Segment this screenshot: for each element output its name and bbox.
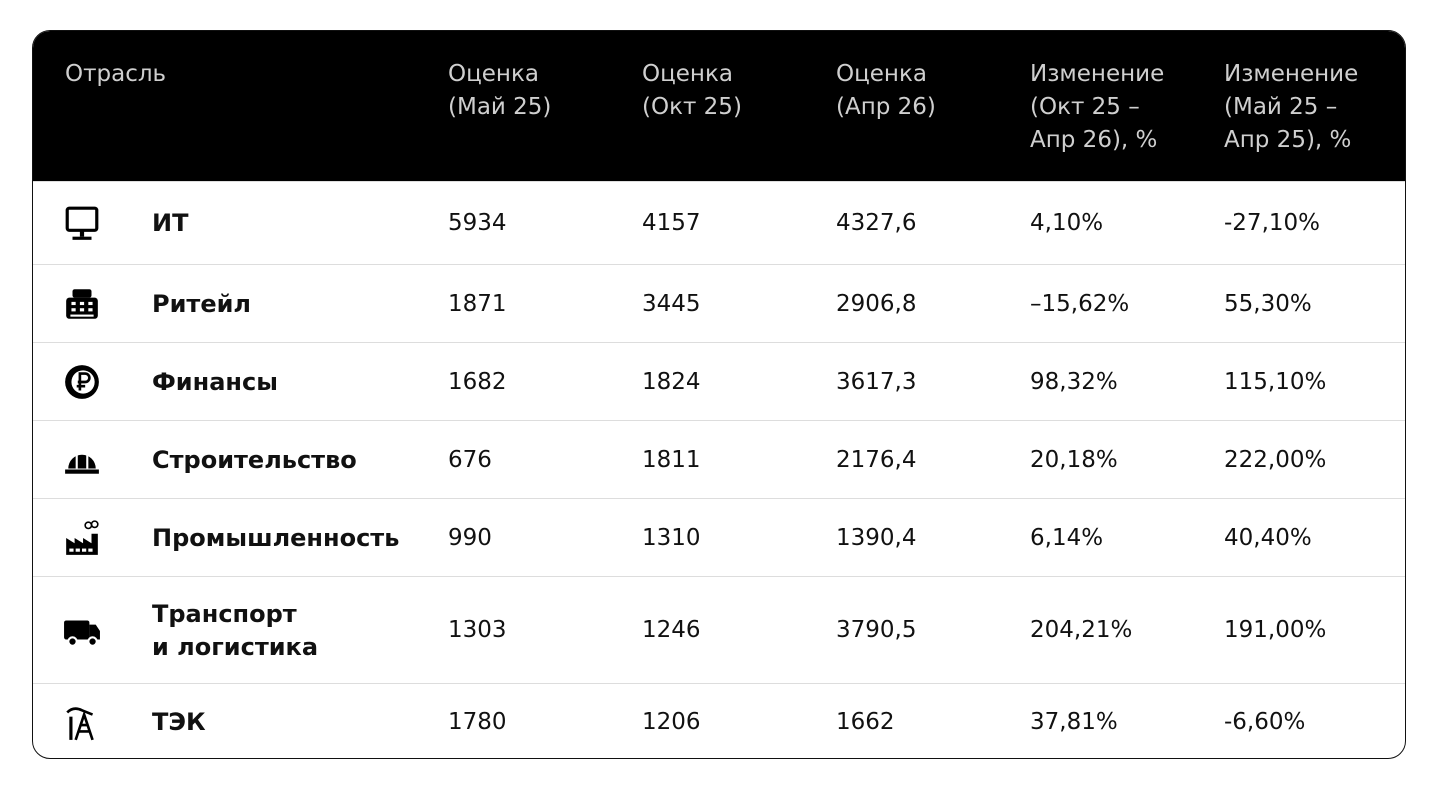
table-cell: 1824 (642, 368, 701, 395)
industry-icon (64, 619, 100, 647)
industry-name: Промышленность (152, 523, 400, 552)
header-cell: Отрасль (65, 61, 167, 87)
table-cell: 55,30% (1224, 290, 1312, 317)
table-cell: 1310 (642, 524, 701, 551)
table-cell: 1206 (642, 709, 701, 735)
table-row: Промышленность 990 1310 1390,4 6,14% 40,40% (33, 498, 1405, 577)
header-cell: Оценка (Окт 25) (642, 61, 742, 120)
industry-name: Строительство (152, 445, 357, 474)
table-cell: 204,21% (1030, 617, 1133, 643)
table-cell: 4157 (642, 210, 701, 236)
table-cell: 3617,3 (836, 368, 917, 395)
table-cell: 115,10% (1224, 368, 1327, 395)
table-cell: 222,00% (1224, 446, 1327, 473)
table-cell: 3790,5 (836, 617, 917, 643)
table-cell: 990 (448, 524, 492, 551)
table-cell: 40,40% (1224, 524, 1312, 551)
table-cell: 1780 (448, 709, 507, 735)
table-cell: 37,81% (1030, 709, 1118, 735)
table-row: ТЭК 1780 1206 1662 37,81% -6,60% (33, 683, 1405, 758)
table-cell: 98,32% (1030, 368, 1118, 395)
table-header: Отрасль Оценка (Май 25) Оценка (Окт 25) Оце… (33, 31, 1405, 181)
header-cell: Изменение (Окт 25 – Апр 26), % (1030, 61, 1165, 153)
industry-name: Транспорт и логистика (152, 599, 319, 661)
table-cell: 1390,4 (836, 524, 917, 551)
industry-name: ТЭК (152, 708, 206, 736)
industry-icon (65, 365, 99, 399)
industry-icon (66, 706, 94, 740)
industry-name: Финансы (152, 367, 278, 396)
table-cell: 1682 (448, 368, 507, 395)
header-cell: Оценка (Апр 26) (836, 61, 936, 120)
industry-icon (66, 520, 99, 555)
table-cell: 6,14% (1030, 524, 1104, 551)
table-row: Финансы 1682 1824 3617,3 98,32% 115,10% (33, 342, 1405, 421)
table-cell: 4,10% (1030, 210, 1104, 236)
table-cell: -27,10% (1224, 210, 1320, 236)
table-cell: 4327,6 (836, 210, 917, 236)
table-cell: 20,18% (1030, 446, 1118, 473)
table-row: ИТ 5934 4157 4327,6 4,10% -27,10% (33, 181, 1405, 265)
table-cell: 3445 (642, 290, 701, 317)
table-card: Отрасль Оценка (Май 25) Оценка (Окт 25) Оце… (32, 30, 1406, 759)
table-row: Транспорт и логистика 1303 1246 3790,5 204,2… (33, 576, 1405, 684)
industry-icon (65, 206, 99, 240)
table-cell: 1811 (642, 446, 701, 473)
header-cell: Изменение (Май 25 – Апр 25), % (1224, 61, 1359, 153)
industry-name: Ритейл (152, 289, 251, 318)
industry-icon (65, 451, 99, 474)
industry-name: ИТ (152, 209, 189, 237)
header-cell: Оценка (Май 25) (448, 61, 552, 120)
table-cell: –15,62% (1030, 290, 1130, 317)
table-cell: 1246 (642, 617, 701, 643)
table-cell: 1303 (448, 617, 507, 643)
table-cell: 5934 (448, 210, 507, 236)
table-cell: 2176,4 (836, 446, 917, 473)
table-cell: 2906,8 (836, 290, 917, 317)
table-cell: 191,00% (1224, 617, 1327, 643)
table-cell: 1662 (836, 709, 895, 735)
table-cell: -6,60% (1224, 709, 1306, 735)
table-row: Ритейл 1871 3445 2906,8 –15,62% 55,30% (33, 264, 1405, 343)
table-cell: 676 (448, 446, 492, 473)
table-cell: 1871 (448, 290, 507, 317)
industry-icon (66, 289, 98, 319)
table-row: Строительство 676 1811 2176,4 20,18% 222,00% (33, 420, 1405, 499)
